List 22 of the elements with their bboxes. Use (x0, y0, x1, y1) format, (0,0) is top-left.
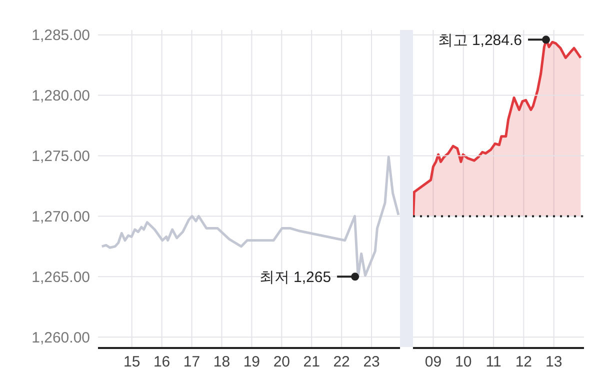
y-tick-label: 1,275.00 (32, 148, 90, 166)
x-tick-label: 20 (273, 354, 290, 371)
y-tick-label: 1,270.00 (32, 208, 90, 226)
x-tick-label: 13 (545, 354, 562, 371)
x-tick-label: 19 (243, 354, 260, 371)
annotation: 최저 1,265 (259, 268, 332, 286)
y-tick-label: 1,260.00 (32, 329, 90, 346)
x-tick-label: 23 (363, 354, 380, 371)
x-tick-label: 10 (455, 354, 472, 371)
y-tick-label: 1,265.00 (32, 268, 90, 286)
x-tick-label: 09 (424, 354, 442, 371)
x-tick-label: 15 (124, 354, 140, 371)
x-tick-label: 16 (153, 354, 170, 371)
y-tick-label: 1,285.00 (32, 27, 90, 44)
x-tick-label: 17 (183, 354, 200, 371)
y-tick-label: 1,280.00 (32, 88, 90, 105)
x-tick-label: 18 (213, 354, 230, 371)
x-tick-label: 22 (333, 354, 350, 371)
x-tick-label: 12 (515, 354, 532, 371)
annotation: 최고 1,284.6 (438, 32, 522, 49)
x-tick-label: 21 (303, 354, 320, 371)
x-tick-label: 11 (486, 354, 502, 371)
